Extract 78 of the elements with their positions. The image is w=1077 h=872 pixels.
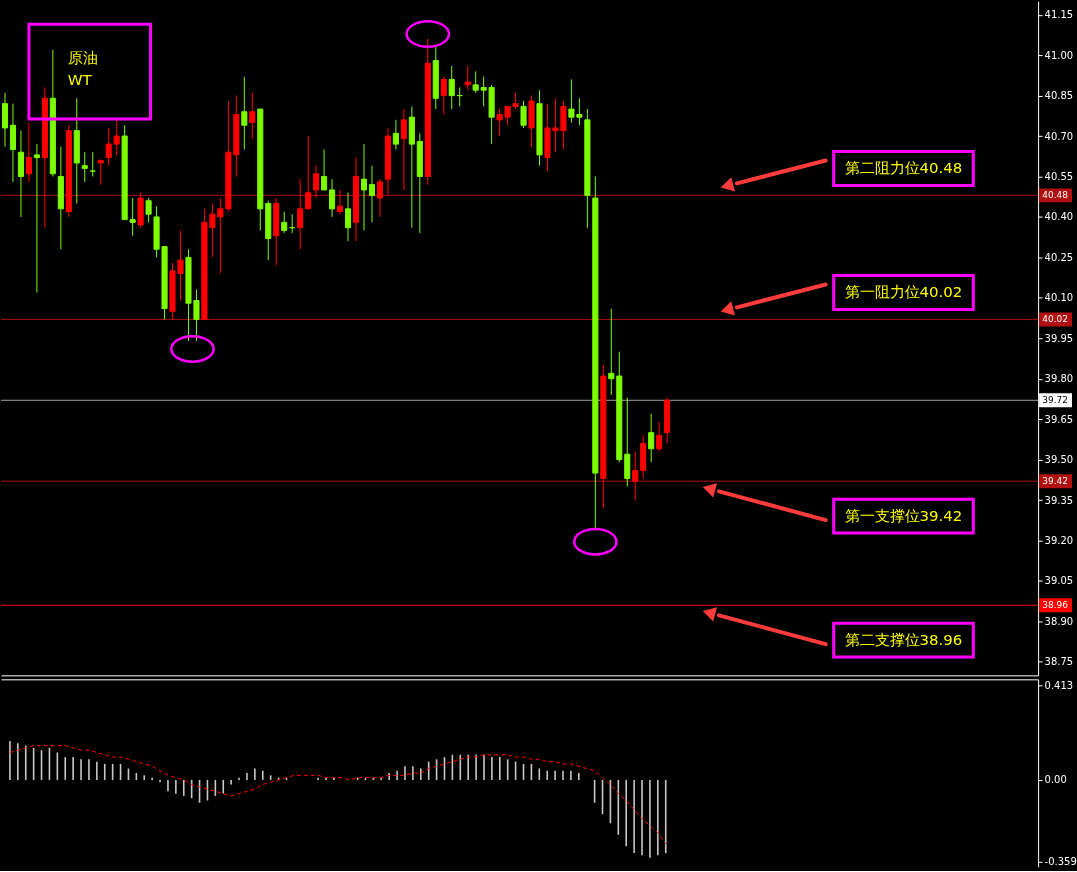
y-tick-label: 39.95	[1044, 332, 1074, 344]
candlestick	[329, 178, 336, 218]
candlestick	[368, 165, 376, 223]
candlestick	[376, 178, 383, 218]
candlestick	[9, 103, 17, 183]
ref-line-label: 38.96	[1042, 600, 1069, 611]
y-tick-label: 39.35	[1044, 494, 1074, 506]
ref-line-label: 40.48	[1042, 190, 1069, 201]
candlestick	[464, 65, 471, 91]
candlestick	[33, 143, 40, 293]
y-tick-label: 38.90	[1044, 615, 1074, 627]
candlestick	[49, 49, 56, 177]
y-tick-label: 40.40	[1044, 211, 1074, 223]
candlestick	[360, 143, 368, 231]
y-tick-label: 40.85	[1044, 90, 1074, 102]
annotation: 第二阻力位40.48	[844, 159, 963, 178]
ref-line-label: 39.42	[1042, 476, 1068, 487]
candlestick	[41, 87, 48, 229]
candlestick	[337, 189, 344, 215]
candlestick	[600, 364, 607, 509]
candlestick	[344, 192, 352, 242]
candlestick	[313, 165, 320, 199]
y-tick-label: 39.80	[1044, 373, 1074, 385]
candlestick	[648, 413, 655, 463]
candlestick	[384, 127, 391, 196]
y-tick-label: 39.65	[1044, 413, 1074, 425]
candlestick	[584, 108, 591, 229]
candlestick	[145, 197, 152, 223]
candlestick	[57, 146, 64, 250]
annotation: 第一阻力位40.02	[844, 283, 963, 302]
y-tick-label: -0.359	[1044, 856, 1077, 868]
annotation: 第二支撑位38.96	[844, 631, 963, 650]
candlestick	[392, 119, 399, 151]
candlestick	[352, 157, 360, 242]
y-tick-label: 40.25	[1044, 251, 1074, 263]
text: 原油 WT	[67, 49, 98, 89]
y-tick-label: 40.55	[1044, 170, 1074, 182]
candlestick	[17, 130, 24, 218]
y-tick-label: 40.70	[1044, 130, 1074, 142]
candlestick	[416, 132, 423, 234]
candlestick	[432, 46, 439, 110]
candlestick	[273, 197, 280, 266]
candlestick	[1, 92, 9, 148]
line-series	[9, 745, 667, 845]
y-tick-label: 39.50	[1044, 454, 1074, 466]
candlestick	[656, 421, 663, 453]
candlestick	[448, 65, 455, 110]
ref-line-label: 40.02	[1042, 314, 1068, 325]
candlestick	[408, 105, 415, 229]
y-tick-label: 0.413	[1044, 679, 1074, 691]
candlestick	[297, 178, 304, 250]
candlestick	[592, 175, 599, 531]
candlestick	[400, 108, 407, 191]
candlestick	[624, 397, 631, 488]
annotation: 第一支撑位39.42	[844, 507, 963, 526]
candlestick	[520, 100, 527, 129]
candlestick	[528, 95, 535, 148]
y-tick-label: 0.00	[1044, 774, 1067, 786]
candlestick	[81, 151, 88, 183]
y-tick-label: 39.05	[1044, 575, 1074, 587]
candlestick	[241, 76, 248, 151]
ref-line-label: 39.72	[1042, 395, 1068, 406]
candlestick	[664, 397, 671, 444]
y-tick-label: 40.10	[1044, 292, 1074, 304]
candlestick	[25, 122, 32, 183]
candlestick	[249, 92, 256, 140]
y-tick-label: 38.75	[1044, 656, 1074, 668]
candlestick	[632, 451, 639, 501]
y-tick-label: 41.00	[1044, 49, 1074, 61]
candlestick	[65, 124, 72, 218]
y-tick-label: 41.15	[1044, 9, 1074, 21]
candlestick	[424, 38, 431, 186]
y-tick-label: 39.20	[1044, 535, 1074, 546]
candlestick	[640, 434, 647, 479]
candlestick	[73, 97, 80, 204]
candlestick	[137, 192, 144, 229]
candlestick	[536, 89, 543, 167]
candlestick	[281, 211, 288, 234]
